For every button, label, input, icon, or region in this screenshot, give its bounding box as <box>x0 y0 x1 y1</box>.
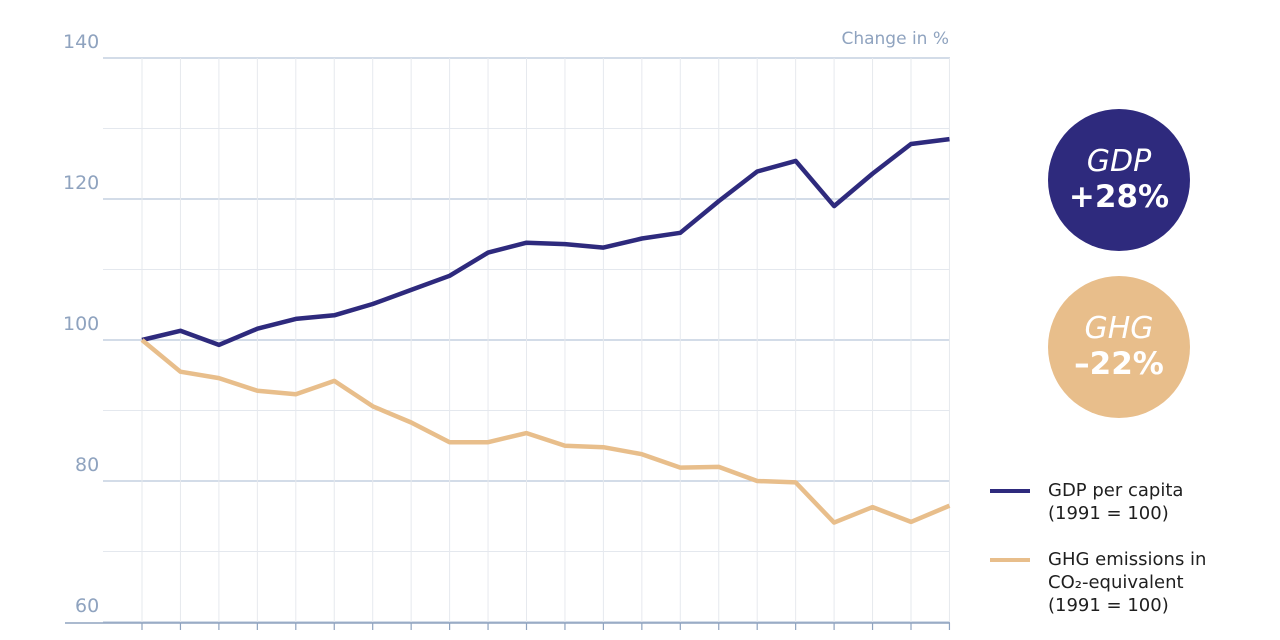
x-tick-label: 07 <box>748 637 767 640</box>
x-tick-label: 05 <box>671 637 690 640</box>
x-tick-label: 09 <box>825 637 844 640</box>
badge-name: GDP <box>1086 144 1152 179</box>
x-tick-label: 98 <box>402 637 421 640</box>
x-tick-label: 02 <box>555 637 574 640</box>
ghg-change-badge: GHG –22% <box>1048 276 1190 418</box>
x-axis-ticks: 1991 92 93 94 95 96 97 98 99 00 01 02 03 04 05 06 07 08 09… <box>123 637 959 640</box>
x-tick-label: 96 <box>325 637 344 640</box>
x-tick-label: 01 <box>517 637 536 640</box>
grid <box>65 57 951 630</box>
x-tick-label: 10 <box>863 637 882 640</box>
y-tick-label: 120 <box>63 172 99 194</box>
x-tick-label: 93 <box>209 637 228 640</box>
x-tick-label: 03 <box>594 637 613 640</box>
legend-label: GHG emissions in CO₂-equivalent (1991 = … <box>1048 548 1258 617</box>
y-tick-label: 80 <box>75 454 99 476</box>
x-tick-label: 97 <box>363 637 382 640</box>
legend-line: GHG emissions in <box>1048 549 1207 570</box>
legend-swatch <box>990 489 1030 493</box>
x-tick-label: 1991 <box>123 637 161 640</box>
x-tick-label: 04 <box>632 637 651 640</box>
x-tick-label: 99 <box>440 637 459 640</box>
ghg-series-line <box>140 338 951 525</box>
x-tick-label: 12 <box>940 637 959 640</box>
series-lines <box>140 136 951 525</box>
y-tick-label: 60 <box>75 595 99 617</box>
y-axis-ticks: 140 120 100 80 60 <box>63 31 99 617</box>
legend-line: GDP per capita <box>1048 480 1184 501</box>
y-tick-label: 100 <box>63 313 99 335</box>
x-tick-label: 06 <box>709 637 728 640</box>
x-tick-label: 11 <box>901 637 920 640</box>
legend-line: CO₂-equivalent <box>1048 572 1184 593</box>
x-tick-label: 94 <box>248 637 267 640</box>
x-tick-label: 95 <box>286 637 305 640</box>
legend-line: (1991 = 100) <box>1048 503 1169 524</box>
legend-label: GDP per capita (1991 = 100) <box>1048 479 1258 525</box>
y-tick-label: 140 <box>63 31 99 53</box>
badge-value: +28% <box>1068 179 1170 215</box>
x-tick-label: 08 <box>786 637 805 640</box>
gdp-series-line <box>141 136 950 348</box>
unit-label: Change in % <box>841 29 949 49</box>
x-tick-label: 00 <box>479 637 498 640</box>
legend-swatch <box>990 558 1030 562</box>
legend-line: (1991 = 100) <box>1048 595 1169 616</box>
badge-name: GHG <box>1084 311 1154 346</box>
x-tick-label: 92 <box>171 637 190 640</box>
badge-value: –22% <box>1074 346 1164 382</box>
gdp-change-badge: GDP +28% <box>1048 109 1190 251</box>
